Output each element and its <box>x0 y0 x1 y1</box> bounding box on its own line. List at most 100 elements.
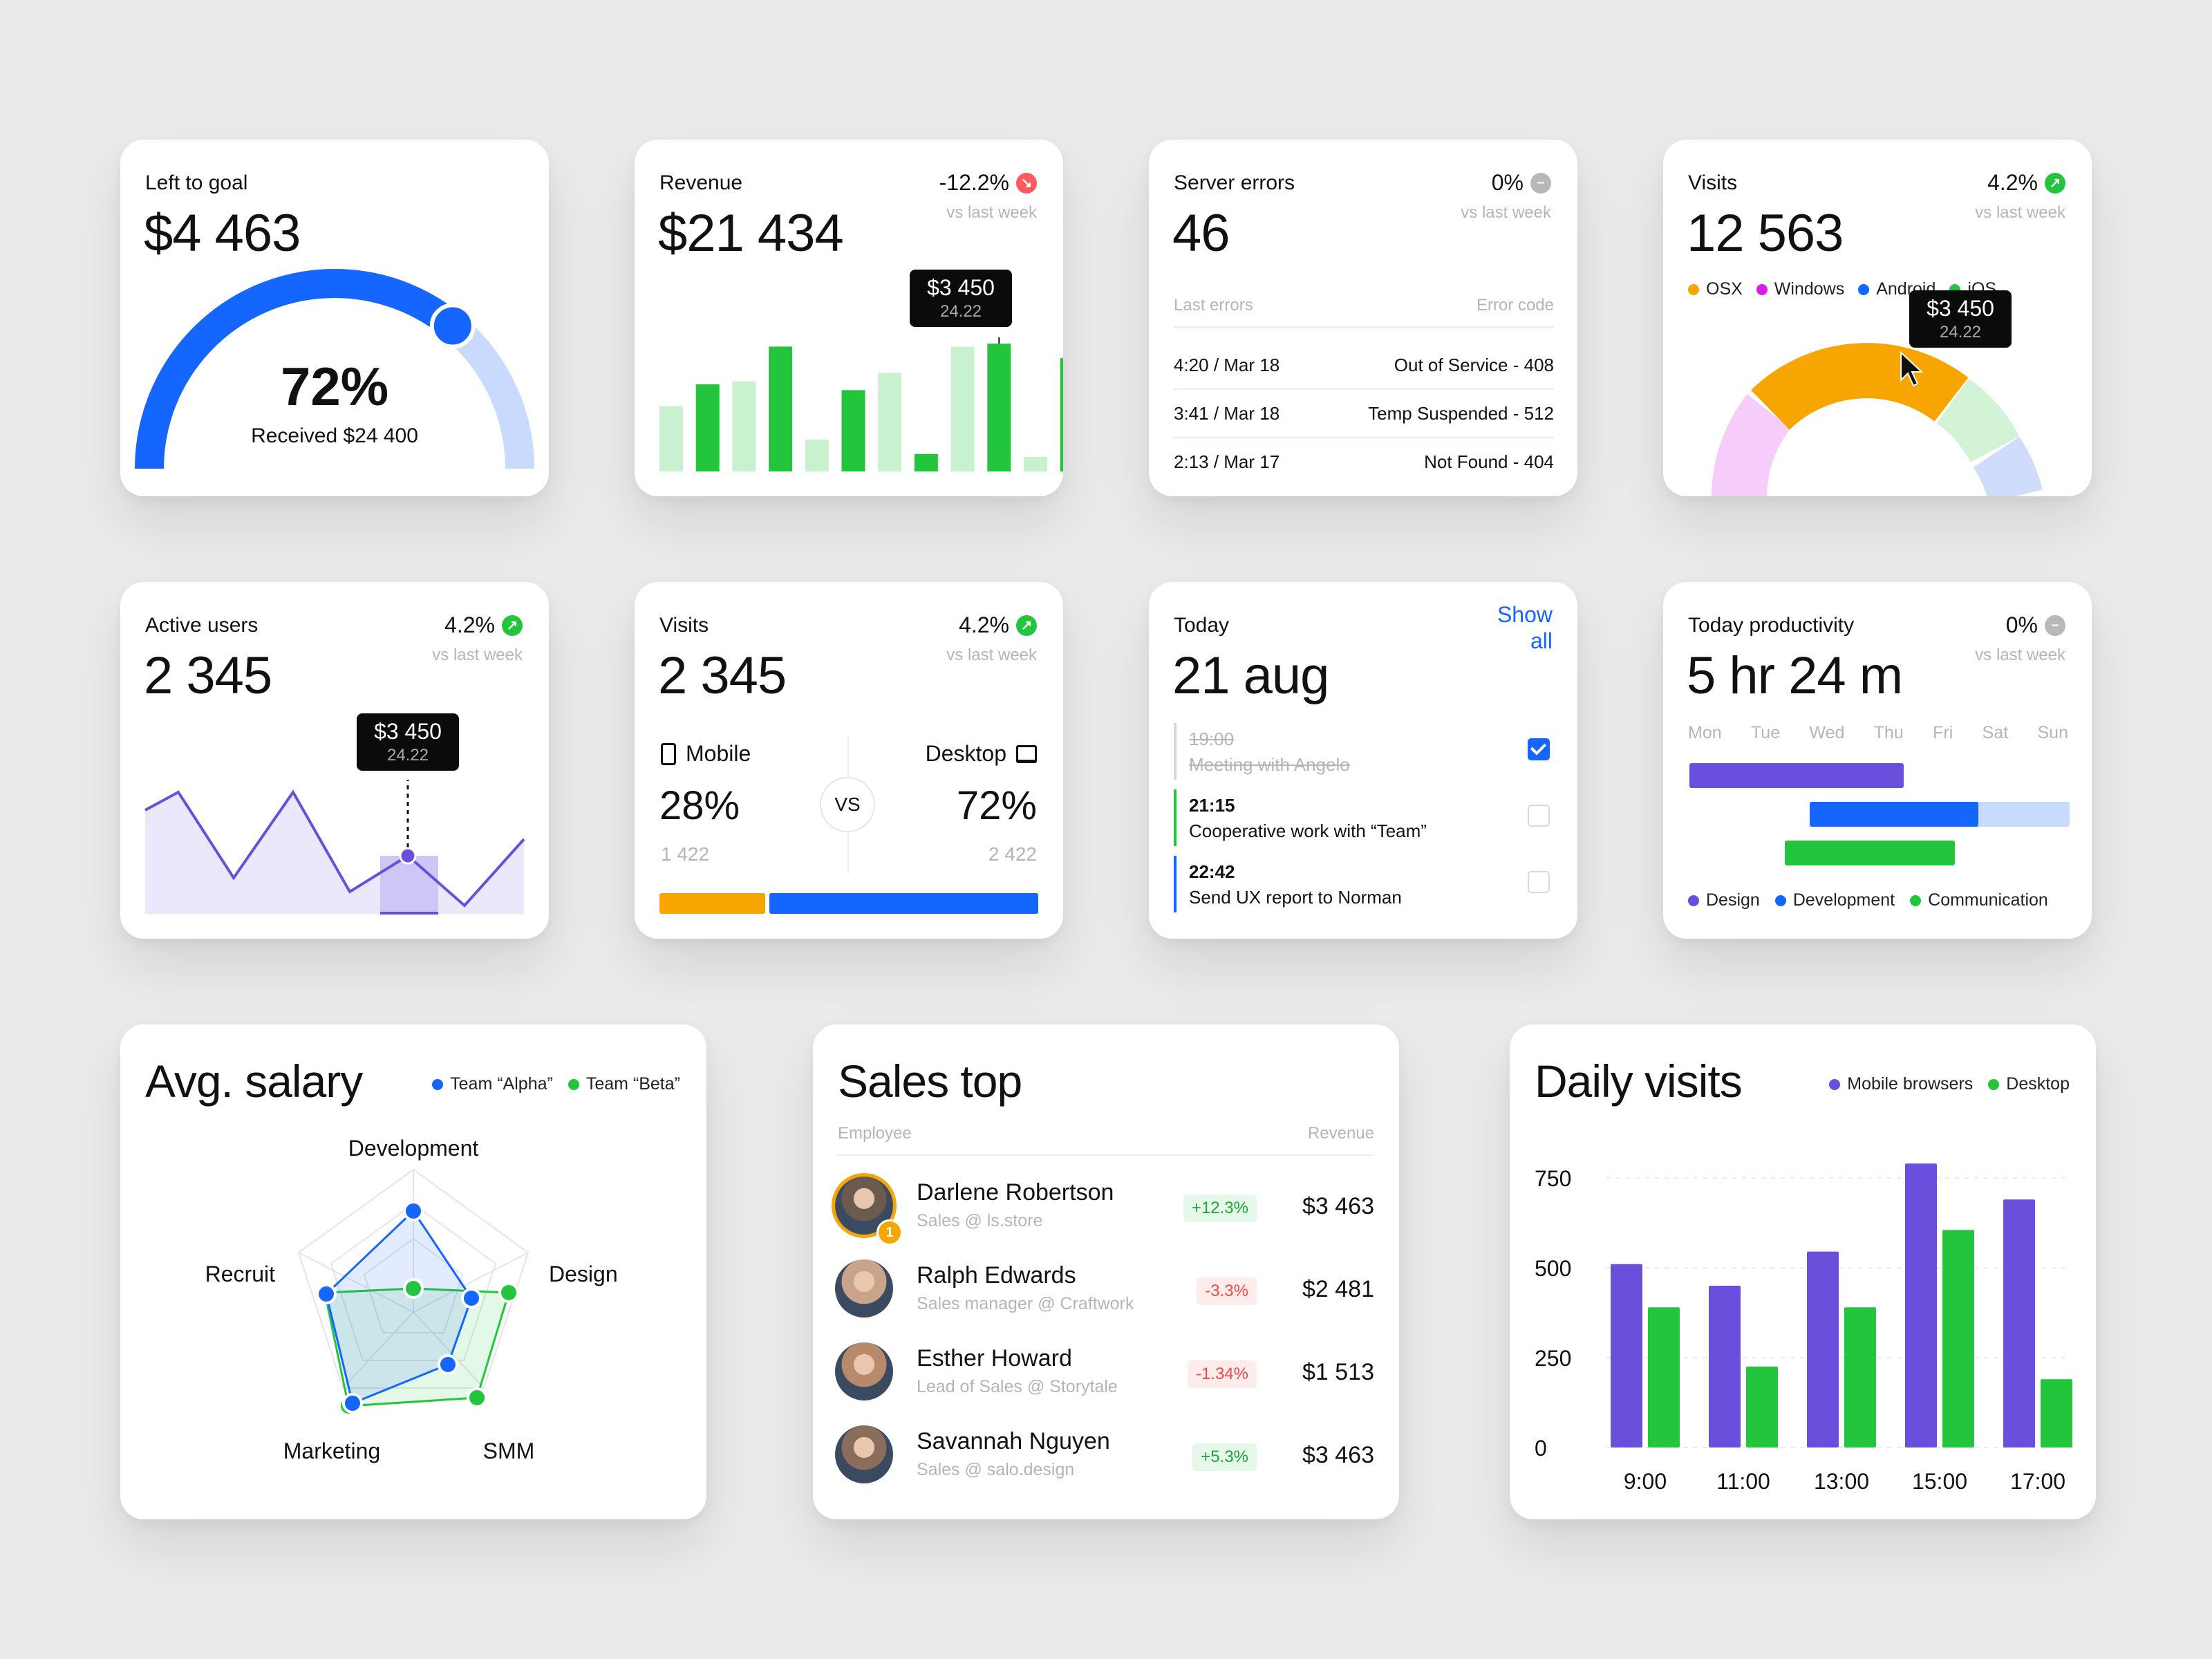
today-date: 21 aug <box>1172 646 1329 705</box>
error-row[interactable]: 2:13 / Mar 17 Not Found - 404 <box>1174 438 1554 485</box>
visit-bar[interactable] <box>1942 1230 1974 1447</box>
card-title: Today <box>1174 614 1230 637</box>
errors-delta: 0% – <box>1492 170 1551 196</box>
revenue-bar[interactable] <box>805 439 829 471</box>
card-title: Left to goal <box>145 171 248 194</box>
legend-label: Desktop <box>2006 1074 2070 1094</box>
chart-title: Daily visits <box>1535 1056 1743 1107</box>
desktop-label-text: Desktop <box>925 741 1006 766</box>
axis-design: Design <box>549 1262 618 1286</box>
revenue-bar[interactable] <box>841 390 865 471</box>
error-row[interactable]: 3:41 / Mar 18 Temp Suspended - 512 <box>1174 390 1554 438</box>
revenue-bar[interactable] <box>695 384 720 471</box>
visit-bar[interactable] <box>1905 1163 1937 1447</box>
weekday-label: Fri <box>1933 723 1953 742</box>
neutral-icon: – <box>1530 172 1551 194</box>
delta-subtext: vs last week <box>1975 646 2065 664</box>
legend-dot <box>1858 283 1870 295</box>
revenue-bar[interactable] <box>950 346 975 471</box>
agenda-item[interactable]: 21:15 Cooperative work with “Team” <box>1174 789 1550 846</box>
tooltip-sub: 24.22 <box>939 302 982 321</box>
revenue-bar[interactable] <box>769 346 793 471</box>
productivity-card: Today productivity 5 hr 24 m 0% – vs last… <box>1663 582 2092 939</box>
rank-badge: 1 <box>877 1219 903 1246</box>
mobile-label: Mobile <box>661 741 751 767</box>
delta-subtext: vs last week <box>946 203 1037 222</box>
legend-item: Desktop <box>1988 1074 2070 1094</box>
card-title: Today productivity <box>1688 614 1855 637</box>
agenda-time: 22:42 <box>1189 861 1235 882</box>
daily-visits-legend: Mobile browsers Desktop <box>1829 1074 2070 1094</box>
agenda-item[interactable]: 19:00 Meeting with Angelo <box>1174 723 1550 780</box>
x-tick-label: 17:00 <box>2010 1469 2065 1494</box>
visits-device-card: Visits 2 345 4.2% ↗ vs last week Mobile D… <box>635 582 1063 939</box>
visit-bar[interactable] <box>1844 1307 1876 1447</box>
today-card: Today 21 aug Show all 19:00 Meeting with … <box>1149 582 1577 939</box>
sales-col-header: Employee Revenue <box>838 1124 1374 1156</box>
weekday-label: Wed <box>1809 723 1845 742</box>
visit-bar[interactable] <box>1611 1264 1642 1447</box>
revenue-bar[interactable] <box>987 344 1011 471</box>
sales-row[interactable]: Ralph Edwards Sales manager @ Craftwork -3… <box>834 1253 1374 1335</box>
legend-label: Team “Alpha” <box>450 1074 553 1094</box>
hover-point[interactable] <box>399 847 417 865</box>
visit-bar[interactable] <box>1648 1307 1680 1447</box>
employee-role: Sales @ ls.store <box>917 1211 1043 1230</box>
design-bar <box>1689 763 1904 788</box>
legend-dot <box>1910 894 1922 906</box>
show-all-link[interactable]: Show all <box>1497 602 1553 653</box>
legend-label: Design <box>1706 890 1760 910</box>
goal-handle[interactable] <box>429 303 476 349</box>
tooltip-sub: 24.22 <box>1939 323 1982 341</box>
agenda-checkbox[interactable] <box>1528 871 1550 893</box>
mobile-phone-icon <box>661 742 676 765</box>
delta-subtext: vs last week <box>432 646 523 664</box>
employee-revenue: $3 463 <box>1302 1442 1374 1468</box>
legend-item: Development <box>1774 890 1895 910</box>
revenue-bar[interactable] <box>1024 457 1047 471</box>
revenue-bar[interactable] <box>732 381 756 471</box>
error-code: Not Found - 404 <box>1424 451 1554 472</box>
neutral-icon: – <box>2045 615 2065 636</box>
visits-value: 12 563 <box>1687 204 1844 263</box>
agenda-marker <box>1174 856 1177 912</box>
weekday-label: Mon <box>1688 723 1722 742</box>
delta-subtext: vs last week <box>1461 203 1551 222</box>
revenue-bar[interactable] <box>1060 358 1063 471</box>
agenda-checkbox[interactable] <box>1528 805 1550 827</box>
error-row[interactable]: 4:20 / Mar 18 Out of Service - 408 <box>1174 341 1554 390</box>
arrow-up-icon: ↗ <box>2045 172 2065 194</box>
sales-row[interactable]: Savannah Nguyen Sales @ salo.design +5.3% $… <box>834 1418 1374 1501</box>
revenue-bar[interactable] <box>659 406 683 472</box>
employee-name: Darlene Robertson <box>917 1179 1114 1206</box>
visit-bar[interactable] <box>1807 1251 1839 1447</box>
active-users-line-chart <box>144 780 525 915</box>
legend-item: Team “Beta” <box>568 1074 680 1094</box>
tooltip-sub: 24.22 <box>386 746 429 765</box>
agenda-checkbox[interactable] <box>1528 738 1550 760</box>
weekday-axis: Mon Tue Wed Thu Fri Sat Sun <box>1688 723 2068 743</box>
visit-bar[interactable] <box>1746 1367 1778 1447</box>
os-donut <box>1712 343 2043 496</box>
sales-row[interactable]: 1 Darlene Robertson Sales @ ls.store +12.3%… <box>834 1170 1374 1253</box>
legend-dot <box>1756 283 1768 295</box>
active-users-value: 2 345 <box>144 646 272 705</box>
x-tick-label: 9:00 <box>1624 1469 1667 1494</box>
visit-bar[interactable] <box>2041 1379 2072 1447</box>
error-time: 3:41 / Mar 18 <box>1174 402 1280 424</box>
revenue-bar[interactable] <box>878 373 902 471</box>
legend-label: OSX <box>1706 279 1743 299</box>
visit-bar[interactable] <box>2003 1199 2035 1447</box>
error-time: 2:13 / Mar 17 <box>1174 451 1280 472</box>
revenue-bar[interactable] <box>914 453 938 471</box>
legend-dot <box>1774 894 1786 906</box>
card-title: Sales top <box>838 1056 1022 1107</box>
col-revenue: Revenue <box>1307 1124 1374 1143</box>
agenda-list: 19:00 Meeting with Angelo 21:15 Cooperative… <box>1174 723 1550 922</box>
delta-text: 0% <box>1491 170 1524 195</box>
visit-bar[interactable] <box>1709 1286 1741 1447</box>
col-employee: Employee <box>838 1124 912 1143</box>
agenda-item[interactable]: 22:42 Send UX report to Norman <box>1174 856 1550 912</box>
sales-row[interactable]: Esther Howard Lead of Sales @ Storytale -1… <box>834 1335 1374 1418</box>
agenda-text: Cooperative work with “Team” <box>1189 821 1427 841</box>
